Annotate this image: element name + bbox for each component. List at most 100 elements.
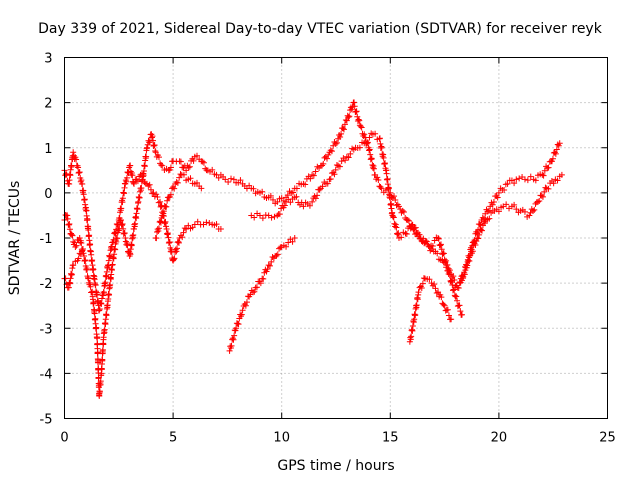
series-track-b — [61, 149, 224, 314]
data-point — [455, 284, 462, 291]
data-point — [333, 139, 340, 146]
data-point — [333, 162, 340, 169]
data-point — [382, 160, 389, 167]
data-point — [539, 171, 546, 178]
data-point — [98, 366, 105, 373]
data-point — [387, 195, 394, 202]
data-point — [316, 186, 323, 193]
data-point — [521, 208, 528, 215]
data-point — [441, 256, 448, 263]
data-point — [456, 280, 463, 287]
data-point — [541, 188, 548, 195]
data-point — [69, 232, 76, 239]
data-point — [172, 249, 179, 256]
data-point — [149, 133, 156, 140]
data-point — [155, 199, 162, 206]
data-point — [395, 203, 402, 210]
data-point — [438, 246, 445, 253]
y-tick-label: -5 — [40, 413, 53, 428]
data-point — [130, 179, 137, 186]
data-point — [437, 241, 444, 248]
data-point — [426, 276, 433, 283]
data-point — [449, 287, 456, 294]
data-point — [416, 231, 423, 238]
data-point — [341, 121, 348, 128]
data-point — [536, 198, 543, 205]
grid — [64, 57, 608, 419]
series-track-f — [248, 130, 465, 318]
data-point — [269, 253, 276, 260]
data-point — [206, 219, 213, 226]
series-track-c — [61, 248, 85, 291]
data-point — [115, 221, 122, 228]
data-point — [163, 203, 170, 210]
data-point — [213, 221, 220, 228]
data-point — [417, 235, 424, 241]
data-point — [398, 234, 405, 241]
data-point — [87, 283, 94, 290]
y-tick-labels: -5 -4 -3 -2 -1 0 1 2 3 — [40, 52, 53, 428]
data-point — [428, 280, 435, 287]
data-point — [412, 224, 419, 231]
data-point — [152, 148, 159, 155]
data-point — [432, 285, 439, 292]
data-point — [348, 106, 355, 113]
data-point — [78, 248, 85, 255]
data-point — [319, 183, 326, 190]
data-point — [94, 349, 101, 356]
series-track-h — [456, 171, 565, 287]
data-point — [217, 225, 224, 232]
data-point — [148, 134, 155, 141]
data-point — [368, 155, 375, 162]
data-point — [138, 184, 145, 191]
data-point — [531, 206, 538, 213]
data-point — [476, 221, 483, 228]
data-point — [332, 140, 339, 147]
data-point — [127, 251, 134, 258]
data-point — [351, 103, 358, 110]
data-point — [495, 189, 502, 196]
data-point — [433, 290, 440, 297]
x-tick-label: 20 — [491, 431, 508, 446]
data-point — [251, 214, 258, 221]
data-point — [167, 164, 174, 171]
data-point — [287, 199, 294, 206]
data-point — [159, 162, 166, 169]
series-track-d — [152, 171, 205, 242]
data-point — [394, 231, 401, 238]
data-point — [75, 170, 82, 177]
data-point — [271, 213, 278, 220]
data-point — [176, 174, 183, 181]
data-point — [80, 191, 87, 198]
data-point — [174, 179, 181, 186]
data-point — [253, 284, 260, 291]
data-point — [431, 281, 438, 288]
data-point — [92, 282, 99, 289]
data-point — [310, 172, 317, 179]
series-track-g — [406, 275, 455, 345]
data-point — [435, 235, 442, 241]
data-point — [237, 177, 244, 184]
data-point — [73, 242, 80, 249]
series-track-a — [61, 99, 563, 399]
data-point — [376, 135, 383, 142]
data-point — [268, 214, 275, 221]
data-point — [419, 280, 426, 287]
data-point — [324, 155, 331, 162]
data-point — [283, 243, 290, 250]
data-point — [364, 139, 371, 146]
data-point — [527, 173, 534, 180]
data-point — [503, 201, 510, 208]
data-point — [289, 189, 296, 196]
data-point — [545, 185, 552, 192]
data-point — [463, 264, 470, 271]
data-point — [180, 171, 187, 178]
data-point — [513, 206, 520, 213]
data-point — [157, 219, 164, 226]
data-point — [141, 163, 148, 170]
data-point — [549, 155, 556, 162]
data-point — [193, 152, 200, 159]
data-point — [524, 177, 531, 184]
data-point — [177, 158, 184, 165]
data-point — [113, 226, 120, 233]
